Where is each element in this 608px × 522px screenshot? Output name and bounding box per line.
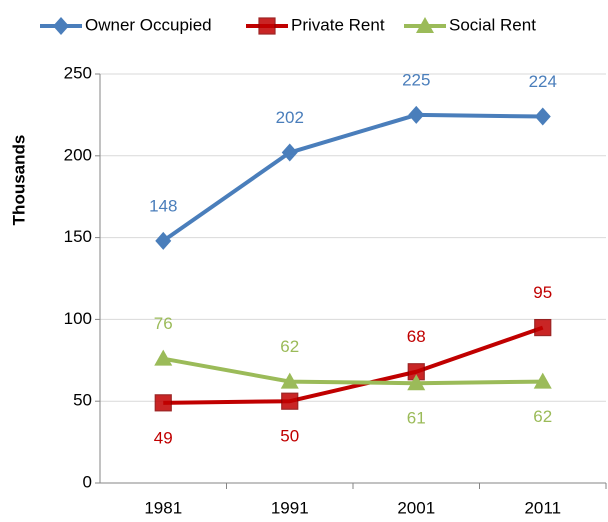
- data-label: 61: [407, 409, 426, 428]
- data-point: [154, 349, 173, 366]
- data-point: [408, 105, 425, 124]
- data-label: 76: [154, 314, 173, 333]
- legend-marker: [258, 17, 276, 35]
- data-point: [280, 372, 299, 389]
- data-label: 148: [149, 196, 177, 215]
- y-tick-label: 250: [64, 63, 92, 82]
- legend-label: Owner Occupied: [85, 15, 212, 34]
- data-label: 62: [533, 407, 552, 426]
- x-tick-label: 2001: [397, 498, 435, 517]
- series-line: [163, 325, 544, 405]
- data-label: 224: [529, 72, 557, 91]
- series-line: [162, 112, 543, 243]
- data-point: [534, 107, 551, 126]
- data-label: 95: [533, 283, 552, 302]
- data-point: [155, 231, 172, 250]
- legend-marker: [416, 17, 434, 33]
- data-point: [281, 392, 299, 410]
- y-tick-label: 100: [64, 309, 92, 328]
- legend-label: Private Rent: [291, 15, 385, 34]
- data-label: 68: [407, 327, 426, 346]
- data-point: [407, 374, 426, 391]
- data-label: 225: [402, 70, 430, 89]
- data-label: 50: [280, 427, 299, 446]
- data-label: 202: [276, 108, 304, 127]
- data-point: [533, 372, 552, 389]
- y-tick-label: 200: [64, 145, 92, 164]
- legend-marker: [53, 17, 69, 35]
- x-tick-label: 1991: [271, 498, 309, 517]
- series-line: [162, 356, 543, 386]
- y-axis-label: Thousands: [9, 135, 28, 226]
- x-tick-label: 2011: [524, 498, 561, 517]
- y-tick-label: 0: [83, 472, 92, 491]
- data-point: [154, 394, 172, 412]
- legend-label: Social Rent: [449, 15, 536, 34]
- data-point: [281, 143, 298, 162]
- data-label: 49: [154, 428, 173, 447]
- data-label: 62: [280, 337, 299, 356]
- x-tick-label: 1981: [144, 498, 182, 517]
- y-tick-label: 150: [64, 227, 92, 246]
- data-point: [534, 318, 552, 337]
- y-tick-label: 50: [73, 391, 92, 410]
